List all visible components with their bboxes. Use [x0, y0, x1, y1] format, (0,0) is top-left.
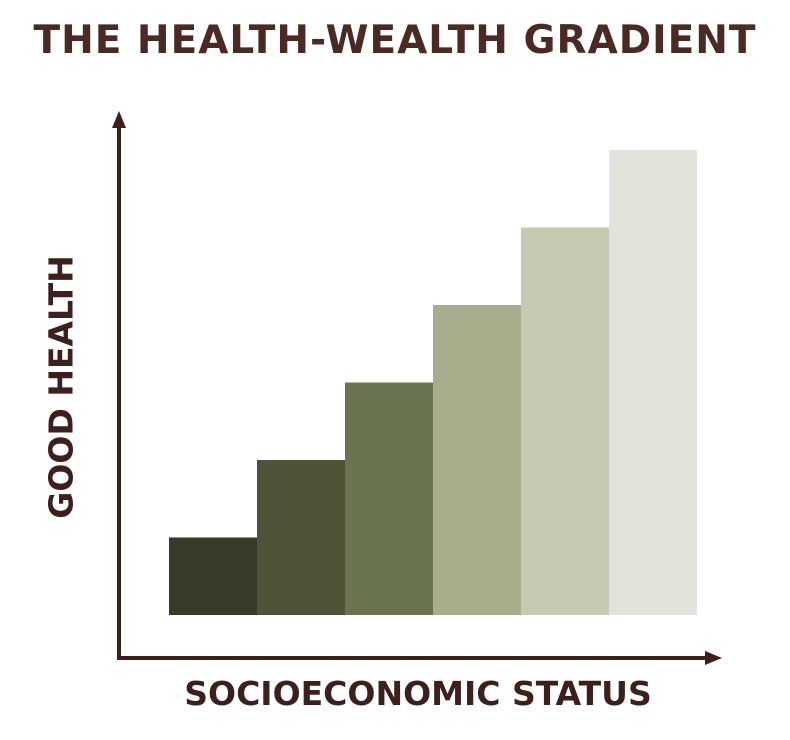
axes-group — [112, 111, 722, 665]
bar-2 — [257, 460, 345, 615]
bar-5 — [521, 227, 609, 615]
bar-4 — [433, 305, 521, 615]
x-axis-arrow-icon — [705, 651, 722, 665]
bar-1 — [169, 537, 257, 615]
bar-3 — [345, 382, 433, 615]
y-axis-label: GOOD HEALTH — [41, 255, 81, 519]
bar-6 — [609, 150, 697, 615]
y-axis-arrow-icon — [112, 111, 126, 128]
chart-title: THE HEALTH-WEALTH GRADIENT — [33, 18, 757, 63]
x-axis-label: SOCIOECONOMIC STATUS — [184, 674, 652, 713]
bars-group — [169, 150, 697, 615]
